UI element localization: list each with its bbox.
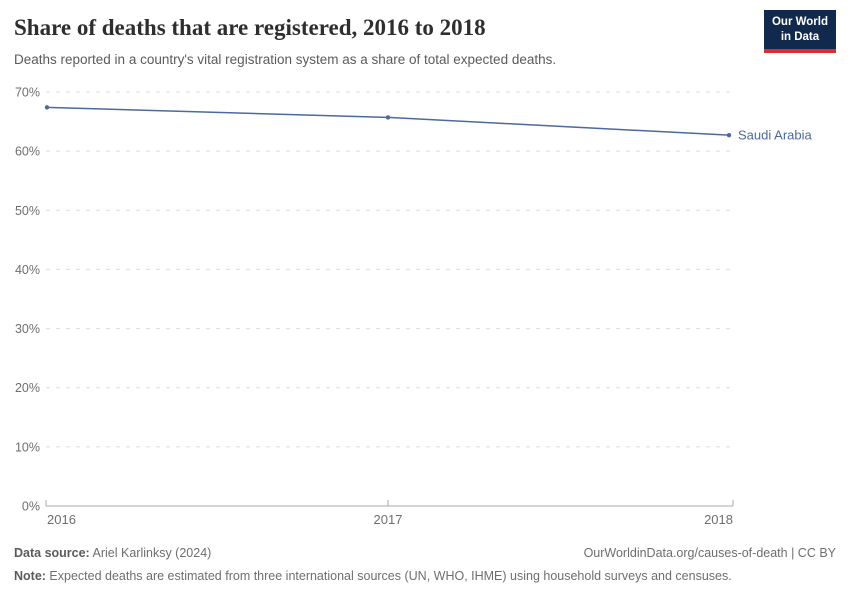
y-tick-label: 40% [15,263,40,277]
note-value: Expected deaths are estimated from three… [45,569,732,583]
data-point [726,132,732,138]
owid-logo-line1: Our World [771,16,828,28]
citation: OurWorldinData.org/causes-of-death | CC … [583,546,836,560]
entity-label: Saudi Arabia [738,128,812,143]
data-point [44,105,50,110]
owid-logo-line2: in Data [780,30,820,43]
x-tick-label: 2017 [374,512,403,527]
data-series-group [44,105,732,138]
x-axis-group: 2016 2017 2018 [45,500,734,527]
y-tick-label: 70% [15,86,40,100]
gridlines-group [46,91,733,448]
datasource-label: Data source: [14,546,90,560]
y-tick-label: 0% [22,500,40,514]
datasource-value: Ariel Karlinksy (2024) [89,546,212,560]
x-tick-label: 2016 [47,512,76,527]
y-tick-label: 50% [15,204,40,218]
data-point [385,115,391,120]
owid-logo: Our World in Data [763,10,836,53]
datasource-row: Data source: Ariel Karlinksy (2024) [14,546,211,560]
chart-title: Share of deaths that are registered, 201… [14,15,486,40]
y-tick-label: 60% [15,145,40,159]
entity-label-group: Saudi Arabia [738,128,812,143]
data-line [46,106,730,136]
y-tick-label: 20% [15,381,40,395]
note-label: Note: [14,569,46,583]
y-tick-label: 30% [15,322,40,336]
x-tick-label: 2018 [704,512,733,527]
y-axis-labels-group: 0% 10% 20% 30% 40% 50% 60% 70% [15,86,40,514]
chart-subtitle: Deaths reported in a country's vital reg… [14,52,557,67]
y-tick-label: 10% [15,440,40,454]
note-row: Note: Expected deaths are estimated from… [14,569,732,583]
